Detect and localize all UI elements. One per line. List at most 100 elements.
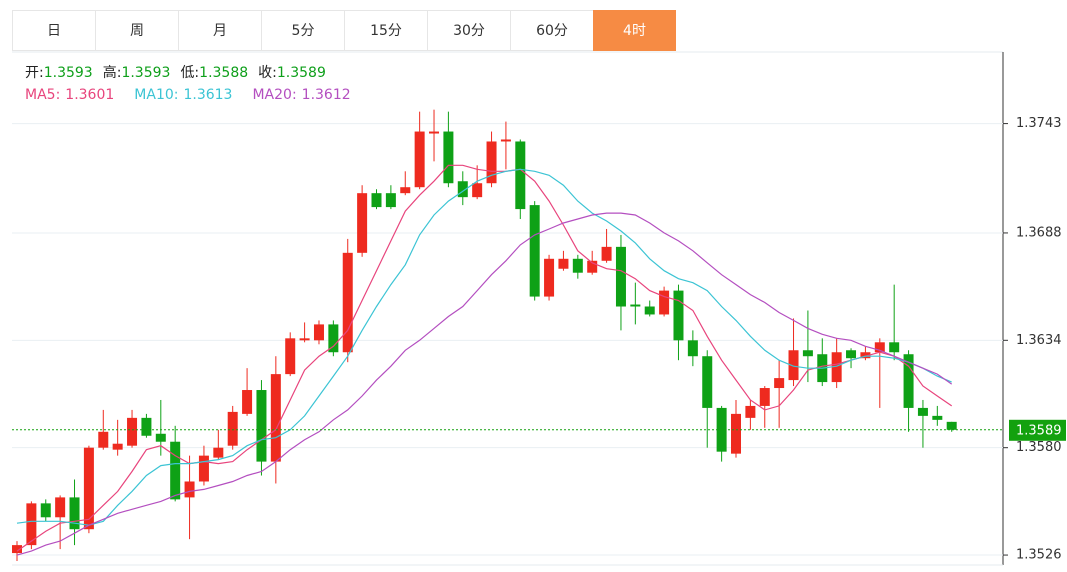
y-tick-label: 1.3743 (1016, 116, 1062, 131)
ohlc-value: 1.3593 (121, 65, 171, 81)
candle-body (98, 431, 109, 448)
candle-body (860, 352, 871, 359)
candle-body (673, 290, 684, 341)
candle-body (227, 411, 238, 446)
candle-body (400, 187, 411, 194)
candle-body (831, 352, 842, 383)
tab[interactable]: 周 (95, 10, 178, 51)
tab[interactable]: 60分 (510, 10, 593, 51)
legend-value: 1.3613 (183, 87, 233, 103)
ohlc-label: 开: (25, 65, 44, 81)
ohlc-label: 高: (102, 65, 122, 81)
candle-body (198, 455, 209, 482)
candle-body (486, 141, 497, 184)
tab[interactable]: 30分 (427, 10, 510, 51)
candle-body (659, 290, 670, 315)
candle-body (644, 306, 655, 315)
candle-body (242, 390, 253, 414)
candle-body (759, 388, 770, 406)
candle-body (40, 503, 51, 518)
candle-body (127, 417, 138, 446)
candle-body (544, 258, 555, 297)
candle-body (112, 443, 123, 450)
candle-body (184, 481, 195, 498)
ma-line (16, 164, 953, 552)
ma-line (16, 212, 953, 556)
legend-value: 1.3612 (301, 87, 351, 103)
ohlc-value: 1.3588 (199, 65, 249, 81)
tab-bar: 日周月 5分 15分 30分 60分 4时 (12, 10, 676, 52)
candle-body (687, 340, 698, 357)
candle-body (572, 258, 583, 273)
candle-body (774, 378, 785, 389)
tab[interactable]: 5分 (261, 10, 344, 51)
candle-body (270, 374, 281, 462)
candle-body (69, 497, 80, 530)
candle-body (630, 304, 641, 307)
legend-name: MA5: (25, 87, 61, 103)
candle-body (55, 497, 66, 518)
candle-body (903, 354, 914, 408)
candle-body (443, 131, 454, 184)
candle-body (371, 193, 382, 208)
chart-header: 开:1.3593 高:1.3593 低:1.3588 收:1.3589 MA5: 1.3… (25, 62, 371, 106)
candle-body (946, 421, 957, 430)
ohlc-value: 1.3589 (276, 65, 326, 81)
candle-body (472, 183, 483, 198)
candle-body (457, 181, 468, 198)
tab[interactable]: 日 (12, 10, 95, 51)
candle-body (256, 390, 267, 462)
y-tick-label: 1.3634 (1016, 333, 1062, 348)
candle-body (558, 258, 569, 269)
ma-line (16, 168, 952, 526)
candle-body (12, 545, 22, 554)
ohlc-row: 开:1.3593 高:1.3593 低:1.3588 收:1.3589 (25, 62, 371, 84)
candle-body (385, 193, 396, 208)
candle-body (357, 193, 368, 253)
candle-body (601, 246, 612, 261)
legend-value: 1.3601 (65, 87, 115, 103)
last-price-box (1009, 419, 1066, 441)
candle-body (170, 441, 181, 500)
candle-body (802, 350, 813, 357)
candle-body (745, 405, 756, 418)
candle-body (155, 433, 166, 442)
candle-body (874, 342, 885, 353)
candle-body (587, 260, 598, 273)
candle-body (846, 350, 857, 359)
legend-name: MA10: (134, 87, 179, 103)
candle-body (889, 342, 900, 353)
candle-body (285, 338, 296, 375)
candle-body (702, 356, 713, 408)
candle-body (731, 413, 741, 454)
candle-body (26, 503, 37, 546)
candle-body (917, 407, 928, 416)
candle-body (529, 205, 540, 297)
y-tick-label: 1.3580 (1016, 440, 1062, 455)
candle-body (429, 131, 440, 134)
candle-body (342, 252, 353, 353)
candle-body (299, 338, 310, 341)
candle-body (500, 139, 511, 142)
candle-body (932, 415, 943, 420)
ohlc-label: 低: (180, 65, 200, 81)
tab[interactable]: 15分 (344, 10, 427, 51)
tab[interactable]: 4时 (593, 10, 676, 51)
tab[interactable]: 月 (178, 10, 261, 51)
candle-body (414, 131, 425, 188)
legend-name: MA20: (252, 87, 297, 103)
candle-body (615, 246, 626, 307)
ma-legend: MA5: 1.3601 MA10: 1.3613 MA20: 1.3612 (25, 84, 371, 106)
candle-body (141, 417, 152, 436)
ohlc-label: 收: (258, 65, 277, 81)
ohlc-value: 1.3593 (43, 65, 93, 81)
candle-body (328, 324, 339, 353)
y-tick-label: 1.3688 (1016, 225, 1062, 240)
y-tick-label: 1.3526 (1016, 548, 1062, 563)
candle-body (788, 350, 799, 381)
candle-body (213, 447, 224, 458)
last-price-label: 1.3589 (1016, 423, 1062, 438)
candle-body (515, 141, 526, 210)
